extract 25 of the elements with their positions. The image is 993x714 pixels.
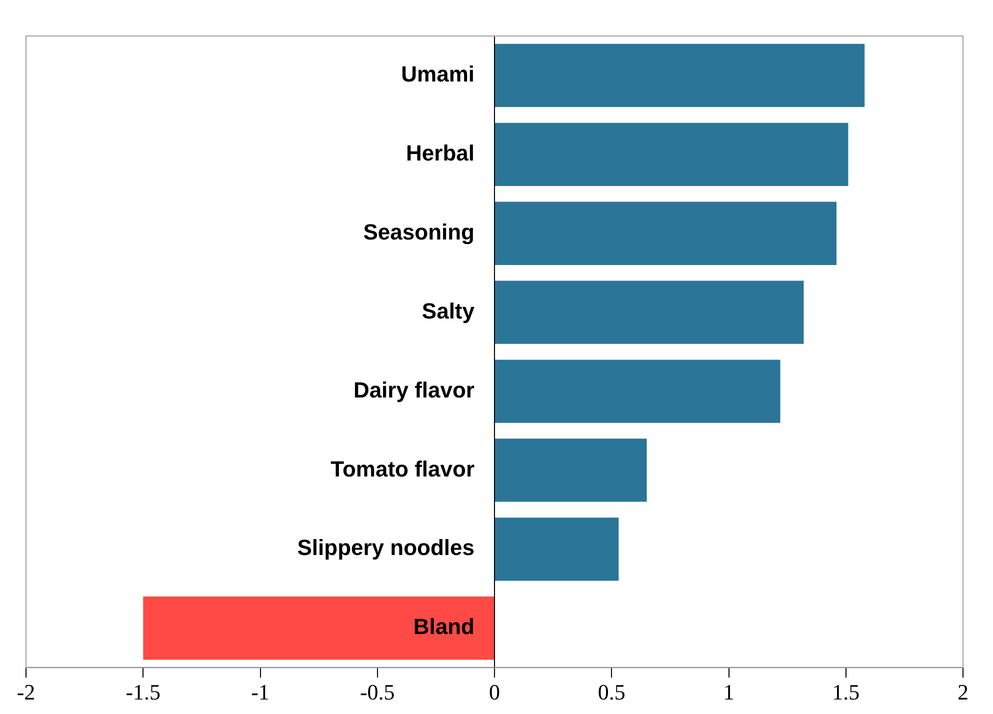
bar	[495, 518, 619, 581]
bar	[495, 360, 780, 423]
bar	[495, 438, 647, 502]
bar	[495, 202, 837, 265]
y-tick-label: Salty	[422, 298, 476, 324]
bar	[495, 280, 804, 344]
x-tick-label: -2	[16, 680, 36, 705]
y-tick-label: Seasoning	[363, 219, 474, 244]
x-tick-label: -0.5	[360, 680, 395, 705]
bar	[495, 44, 865, 108]
x-tick-label: 1.5	[832, 680, 860, 705]
y-tick-label: Slippery noodles	[297, 535, 474, 560]
x-tick-label: 2	[958, 680, 968, 705]
bar	[495, 122, 848, 186]
y-tick-label: Dairy flavor	[353, 377, 475, 402]
y-tick-label: Herbal	[406, 140, 474, 166]
x-tick-label: -1	[251, 680, 270, 705]
y-tick-label: Umami	[401, 62, 474, 87]
x-tick-label: 0	[489, 680, 500, 705]
x-tick-label: 1	[723, 680, 734, 705]
bar	[143, 596, 494, 660]
x-tick-label: -1.5	[126, 680, 161, 705]
x-tick-label: 0.5	[598, 680, 626, 705]
y-tick-label: Bland	[413, 614, 474, 640]
y-tick-label: Tomato flavor	[330, 456, 475, 482]
